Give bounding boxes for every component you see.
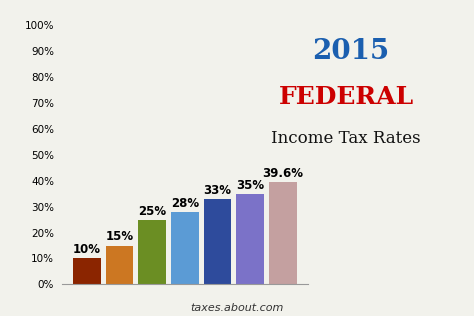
- Text: Income Tax Rates: Income Tax Rates: [271, 130, 421, 147]
- Text: 2015: 2015: [312, 38, 389, 65]
- Text: taxes.about.com: taxes.about.com: [191, 303, 283, 313]
- Text: 10%: 10%: [73, 243, 101, 256]
- Text: 33%: 33%: [203, 184, 232, 197]
- Bar: [73, 258, 100, 284]
- Bar: [204, 199, 231, 284]
- Bar: [237, 194, 264, 284]
- Text: 25%: 25%: [138, 204, 166, 217]
- Text: 28%: 28%: [171, 197, 199, 210]
- Bar: [269, 182, 297, 284]
- Bar: [138, 220, 166, 284]
- Text: 15%: 15%: [105, 230, 134, 243]
- Text: FEDERAL: FEDERAL: [278, 85, 414, 109]
- Text: 39.6%: 39.6%: [263, 167, 303, 180]
- Bar: [171, 212, 199, 284]
- Text: 35%: 35%: [236, 179, 264, 191]
- Bar: [106, 246, 133, 284]
